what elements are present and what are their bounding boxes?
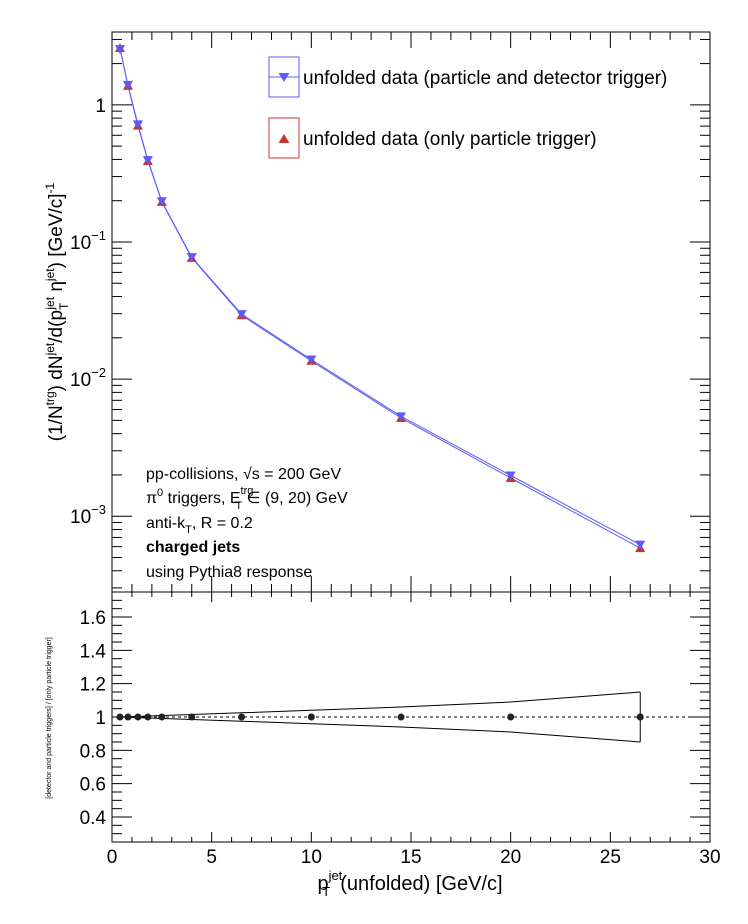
legend-label-series-1: unfolded data (particle and detector tri… (303, 68, 667, 89)
top-y-tick-label: 10−1 (70, 228, 106, 254)
bottom-plot-frame (111, 591, 711, 843)
x-axis-label: pjet T (unfolded) [GeV/c] (317, 868, 502, 899)
annotation-line-1: pp-collisions, √s = 200 GeV (146, 466, 341, 483)
data-point-series-1 (306, 355, 317, 365)
x-tick-label: 5 (206, 847, 217, 868)
ratio-point (124, 713, 132, 721)
top-y-tick-labels: 1 10−1 10−2 10−3 (70, 96, 106, 528)
bottom-y-tick-label: 1.4 (80, 641, 107, 662)
data-point-series-1 (186, 253, 197, 263)
annotation-line-5: using Pythia8 response (146, 564, 312, 581)
top-y-tick-label: 10−3 (70, 502, 106, 528)
data-point-series-1 (635, 540, 646, 550)
ratio-point (188, 713, 196, 721)
legend-marker-series-2 (278, 134, 290, 143)
data-point-series-1 (236, 310, 247, 320)
top-y-tick-label: 1 (95, 96, 106, 117)
x-tick-label: 10 (301, 847, 322, 868)
legend-box-series-2 (268, 117, 300, 159)
x-tick-label: 20 (500, 847, 521, 868)
annotation-line-3: anti-kT, R = 0.2 (146, 515, 253, 536)
top-axis-ticks (111, 32, 711, 592)
annotations: pp-collisions, √s = 200 GeV π0 triggers,… (146, 466, 348, 581)
bottom-y-axis-label: [detector and particle triggers] / [only… (46, 637, 53, 799)
ratio-point (158, 713, 166, 721)
top-y-tick-label: 10−2 (70, 365, 106, 391)
ratio-point (507, 713, 515, 721)
data-point-series-1 (122, 80, 133, 90)
bottom-y-tick-label: 1.2 (80, 675, 106, 696)
x-tick-label: 0 (107, 847, 118, 868)
data-point-series-1 (396, 412, 407, 422)
bottom-y-tick-label: 0.6 (80, 775, 106, 796)
annotation-line-2: π0 triggers, Etrg T ∈ (9, 20) GeV (146, 485, 348, 512)
top-plot-frame (111, 31, 711, 593)
annotation-line-4: charged jets (146, 539, 240, 556)
ratio-point (636, 713, 644, 721)
data-point-series-1 (114, 45, 125, 55)
ratio-point (134, 713, 142, 721)
legend: unfolded data (particle and detector tri… (268, 56, 667, 159)
data-point-series-1 (156, 197, 167, 207)
data-point-series-1 (142, 156, 153, 166)
bottom-y-tick-label: 0.8 (80, 741, 106, 762)
x-tick-label: 30 (699, 847, 720, 868)
data-point-series-1 (132, 120, 143, 130)
x-tick-label: 25 (600, 847, 621, 868)
ratio-markers (116, 713, 644, 721)
bottom-y-tick-label: 0.4 (80, 808, 107, 829)
ratio-point (144, 713, 152, 721)
band-upper-edge (119, 691, 641, 718)
bottom-y-tick-labels: 0.4 0.6 0.8 1 1.2 1.4 1.6 (80, 608, 107, 829)
bottom-y-tick-label: 1.6 (80, 608, 106, 629)
data-point-series-1 (505, 471, 516, 481)
x-tick-label: 15 (400, 847, 421, 868)
bottom-axis-ticks (111, 592, 711, 842)
bottom-y-tick-label: 1 (95, 708, 106, 729)
ratio-point (238, 713, 246, 721)
ratio-point (116, 713, 124, 721)
x-tick-labels: 0 5 10 15 20 25 30 (107, 847, 721, 868)
top-y-axis-label: (1/Ntrg) dNjet/d(pTjet ηjet) [GeV/c]-1 (43, 182, 71, 441)
legend-marker-series-1 (278, 73, 290, 82)
top-markers (114, 42, 646, 553)
ratio-point (307, 713, 315, 721)
ratio-point (397, 713, 405, 721)
legend-label-series-2: unfolded data (only particle trigger) (303, 129, 597, 150)
band-lower-edge (119, 716, 641, 743)
